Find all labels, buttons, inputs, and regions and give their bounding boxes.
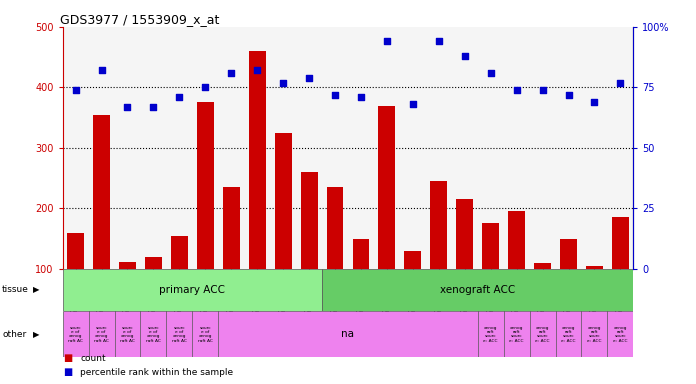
- Bar: [353, 238, 370, 269]
- Point: [96, 67, 107, 73]
- Point: [303, 74, 315, 81]
- Point: [148, 104, 159, 110]
- Point: [174, 94, 185, 100]
- Bar: [612, 217, 628, 269]
- Text: ■: ■: [63, 367, 72, 377]
- Text: tissue: tissue: [2, 285, 29, 295]
- Text: ▶: ▶: [33, 329, 40, 339]
- Bar: [404, 251, 421, 269]
- Text: sourc
e of
xenog
raft AC: sourc e of xenog raft AC: [172, 326, 187, 343]
- Point: [459, 53, 470, 59]
- Text: sourc
e of
xenog
raft AC: sourc e of xenog raft AC: [120, 326, 135, 343]
- Text: sourc
e of
xenog
raft AC: sourc e of xenog raft AC: [198, 326, 213, 343]
- Bar: [275, 133, 292, 269]
- Point: [615, 79, 626, 86]
- Point: [278, 79, 289, 86]
- Bar: [171, 235, 188, 269]
- Text: xenog
raft
sourc
e: ACC: xenog raft sourc e: ACC: [561, 326, 576, 343]
- Bar: [326, 187, 343, 269]
- Bar: [197, 103, 214, 269]
- Bar: [145, 257, 162, 269]
- Text: ▶: ▶: [33, 285, 40, 295]
- Point: [589, 99, 600, 105]
- Bar: [379, 106, 395, 269]
- Bar: [93, 114, 110, 269]
- Point: [511, 87, 522, 93]
- Point: [70, 87, 81, 93]
- Point: [122, 104, 133, 110]
- Point: [485, 70, 496, 76]
- Bar: [223, 187, 239, 269]
- Bar: [560, 238, 577, 269]
- Point: [563, 91, 574, 98]
- Text: ■: ■: [63, 353, 72, 363]
- Point: [329, 91, 340, 98]
- Text: primary ACC: primary ACC: [159, 285, 226, 295]
- Text: other: other: [2, 329, 26, 339]
- Bar: [482, 223, 499, 269]
- Bar: [68, 233, 84, 269]
- Bar: [119, 262, 136, 269]
- Text: sourc
e of
xenog
raft AC: sourc e of xenog raft AC: [94, 326, 109, 343]
- Bar: [586, 266, 603, 269]
- Point: [407, 101, 418, 108]
- Point: [200, 84, 211, 91]
- Point: [537, 87, 548, 93]
- Bar: [508, 211, 525, 269]
- Text: percentile rank within the sample: percentile rank within the sample: [80, 368, 233, 377]
- Point: [381, 38, 393, 45]
- Text: sourc
e of
xenog
raft AC: sourc e of xenog raft AC: [146, 326, 161, 343]
- Bar: [248, 51, 266, 269]
- Text: xenog
raft
sourc
e: ACC: xenog raft sourc e: ACC: [587, 326, 602, 343]
- Bar: [534, 263, 551, 269]
- Point: [226, 70, 237, 76]
- Bar: [457, 199, 473, 269]
- Text: na: na: [342, 329, 354, 339]
- Text: xenog
raft
sourc
e: ACC: xenog raft sourc e: ACC: [613, 326, 628, 343]
- Text: sourc
e of
xenog
raft AC: sourc e of xenog raft AC: [68, 326, 83, 343]
- Text: count: count: [80, 354, 106, 363]
- Text: xenog
raft
sourc
e: ACC: xenog raft sourc e: ACC: [484, 326, 498, 343]
- Point: [356, 94, 367, 100]
- Point: [252, 67, 263, 73]
- Bar: [430, 181, 448, 269]
- Bar: [322, 269, 633, 311]
- Text: GDS3977 / 1553909_x_at: GDS3977 / 1553909_x_at: [60, 13, 219, 26]
- Text: xenograft ACC: xenograft ACC: [440, 285, 515, 295]
- Point: [433, 38, 444, 45]
- Text: xenog
raft
sourc
e: ACC: xenog raft sourc e: ACC: [509, 326, 524, 343]
- Bar: [301, 172, 317, 269]
- Text: xenog
raft
sourc
e: ACC: xenog raft sourc e: ACC: [535, 326, 550, 343]
- Bar: [63, 269, 322, 311]
